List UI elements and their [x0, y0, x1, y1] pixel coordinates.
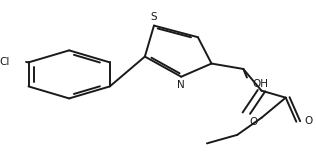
Text: Cl: Cl	[0, 57, 10, 67]
Text: O: O	[250, 117, 258, 127]
Text: OH: OH	[252, 79, 268, 89]
Text: S: S	[151, 12, 157, 22]
Text: N: N	[177, 80, 185, 90]
Text: O: O	[304, 116, 312, 126]
